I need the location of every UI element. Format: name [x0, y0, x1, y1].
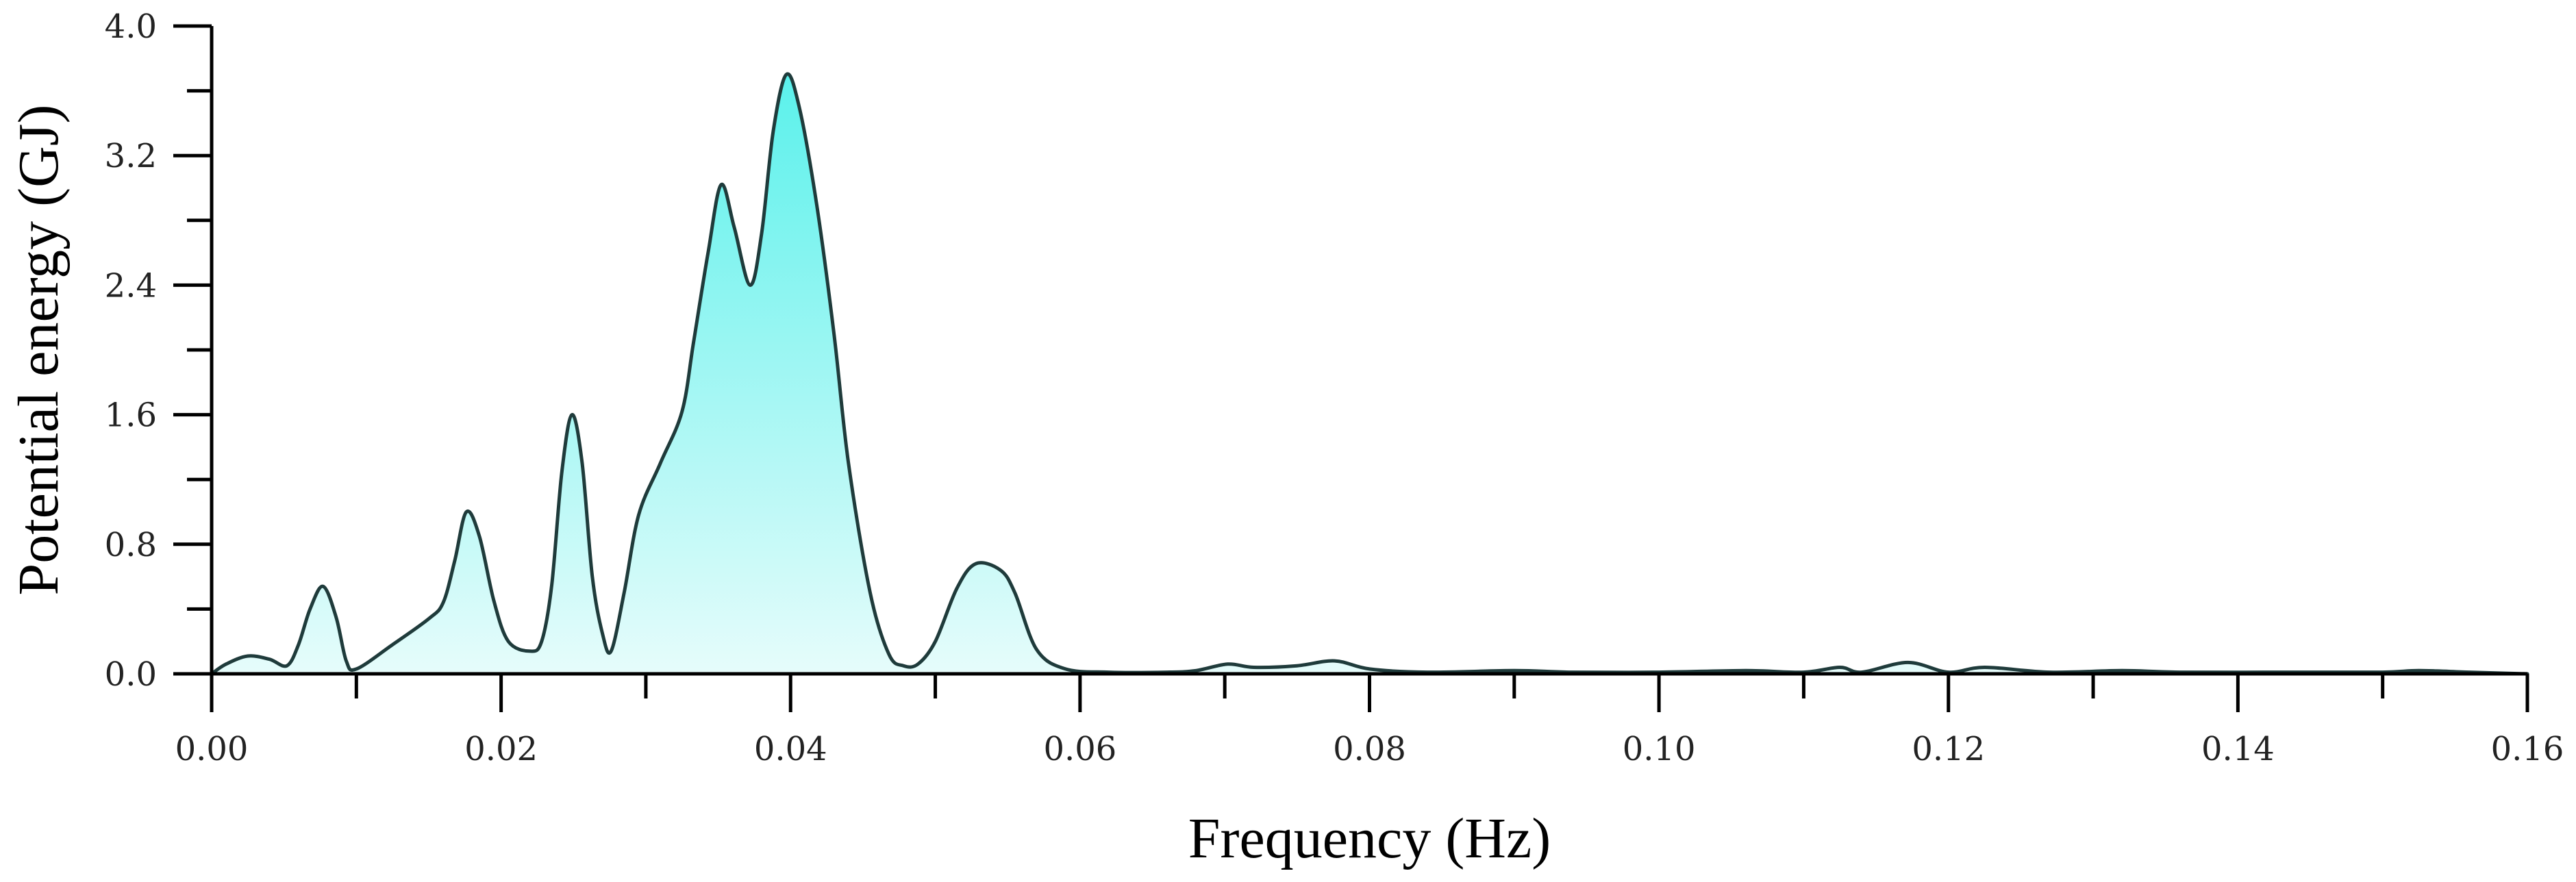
x-tick-label: 0.12 [1912, 730, 1985, 768]
x-tick-label: 0.08 [1333, 730, 1406, 768]
y-tick-label: 0.8 [105, 526, 157, 564]
x-tick-label: 0.06 [1043, 730, 1116, 768]
y-axis: 0.0 0.8 1.6 2.4 3.2 4.0 [105, 8, 214, 694]
y-tick-label: 2.4 [105, 266, 157, 305]
x-axis-title: Frequency (Hz) [1188, 807, 1551, 870]
y-tick-label: 0.0 [105, 655, 157, 694]
x-tick-label: 0.00 [175, 730, 249, 768]
x-tick-label: 0.14 [2201, 730, 2275, 768]
energy-area-series [210, 72, 2529, 676]
y-axis-title: Potential energy (GJ) [7, 105, 71, 596]
y-tick-label: 1.6 [105, 396, 157, 435]
x-tick-label: 0.16 [2491, 730, 2564, 768]
y-tick-label: 3.2 [105, 137, 157, 175]
x-axis: 0.00 0.02 0.04 0.06 0.08 0.10 0.12 0.14 0.16 [175, 672, 2564, 768]
x-tick-label: 0.04 [754, 730, 827, 768]
y-tick-label: 4.0 [105, 8, 157, 46]
x-tick-label: 0.10 [1623, 730, 1696, 768]
x-tick-label: 0.02 [464, 730, 538, 768]
plot-area [210, 72, 2529, 676]
